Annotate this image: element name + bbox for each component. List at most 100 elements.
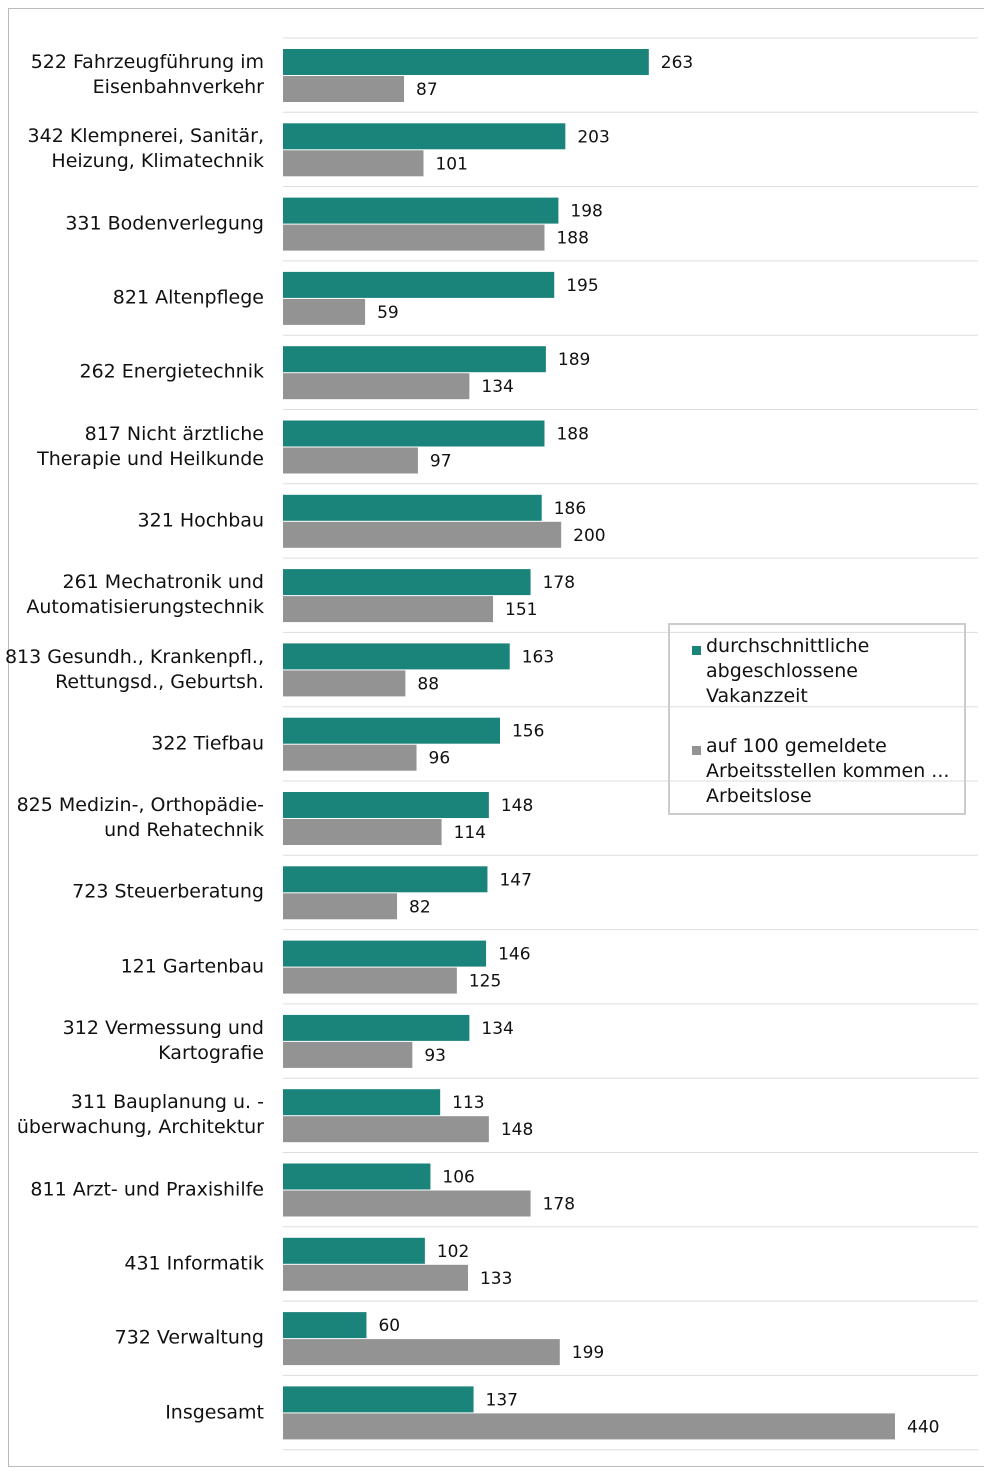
bar	[283, 447, 418, 474]
category-label: 312 Vermessung und Kartografie	[62, 1017, 264, 1065]
value-label: 114	[454, 823, 486, 843]
bar	[283, 596, 494, 623]
category-label: 825 Medizin-, Orthopädie- und Rehatechni…	[16, 794, 264, 842]
value-label: 101	[435, 154, 467, 174]
bar	[283, 670, 406, 697]
value-label: 263	[661, 53, 693, 73]
bar	[283, 744, 417, 771]
value-label: 113	[452, 1093, 484, 1113]
bar	[283, 792, 489, 818]
value-label: 60	[378, 1316, 400, 1336]
value-label: 97	[430, 452, 452, 472]
value-label: 200	[573, 526, 605, 546]
bar	[283, 717, 500, 744]
category-label: 121 Gartenbau	[120, 955, 264, 978]
value-label: 125	[469, 972, 501, 992]
bar	[283, 298, 366, 325]
bar	[283, 967, 457, 994]
value-label: 87	[416, 80, 438, 100]
bar	[283, 1089, 441, 1116]
category-label: 261 Mechatronik und Automatisierungstech…	[26, 571, 264, 619]
value-label: 440	[907, 1417, 939, 1437]
value-label: 88	[417, 674, 439, 694]
legend-label: auf 100 gemeldete Arbeitsstellen kommen …	[706, 735, 950, 807]
category-label: 813 Gesundh., Krankenpfl., Rettungsd., G…	[4, 645, 264, 693]
category-label: 723 Steuerberatung	[72, 880, 264, 903]
bar	[283, 76, 405, 102]
bar	[283, 643, 510, 670]
bar	[283, 866, 488, 893]
category-label: 732 Verwaltung	[114, 1326, 264, 1349]
value-label: 151	[505, 600, 537, 620]
bar	[283, 150, 424, 177]
value-label: 189	[558, 350, 590, 370]
value-label: 186	[554, 499, 586, 519]
value-label: 195	[566, 276, 598, 296]
legend: durchschnittliche abgeschlossene Vakanzz…	[668, 623, 966, 815]
bar	[283, 494, 542, 521]
bar	[283, 373, 470, 400]
value-label: 147	[499, 870, 531, 890]
category-label: 817 Nicht ärztliche Therapie und Heilkun…	[37, 422, 264, 470]
value-label: 156	[512, 722, 544, 742]
value-label: 93	[424, 1046, 446, 1066]
bar	[283, 1264, 468, 1291]
value-label: 96	[429, 749, 451, 769]
bar	[283, 940, 487, 967]
value-label: 188	[556, 425, 588, 445]
value-label: 178	[543, 1195, 575, 1215]
bar	[283, 1339, 560, 1366]
value-label: 59	[377, 303, 399, 323]
bar	[283, 49, 649, 75]
bar	[283, 1312, 367, 1339]
value-label: 163	[522, 647, 554, 667]
bar	[283, 1237, 425, 1264]
category-label: 522 Fahrzeugführung im Eisenbahnverkehr	[30, 51, 264, 99]
category-label: 311 Bauplanung u. - überwachung, Archite…	[16, 1091, 264, 1139]
category-label: 821 Altenpflege	[112, 286, 264, 309]
value-label: 134	[481, 377, 513, 397]
bar	[283, 224, 545, 251]
value-label: 82	[409, 897, 431, 917]
category-label: 331 Bodenverlegung	[65, 212, 264, 235]
category-label: Insgesamt	[165, 1401, 264, 1424]
bar	[283, 1014, 470, 1041]
legend-swatch	[692, 746, 701, 755]
category-label: 811 Arzt- und Praxishilfe	[30, 1178, 264, 1201]
category-label: 322 Tiefbau	[151, 732, 264, 755]
bar	[283, 197, 559, 224]
frame	[8, 8, 984, 1467]
value-label: 102	[437, 1242, 469, 1262]
value-label: 134	[481, 1019, 513, 1039]
value-label: 198	[570, 202, 602, 222]
value-label: 137	[486, 1390, 518, 1410]
category-label: 321 Hochbau	[137, 509, 264, 532]
bar	[283, 569, 531, 596]
bar	[283, 271, 555, 298]
legend-swatch	[692, 646, 701, 655]
category-label: 342 Klempnerei, Sanitär, Heizung, Klimat…	[27, 125, 264, 173]
category-label: 431 Informatik	[124, 1252, 264, 1275]
value-label: 203	[577, 127, 609, 147]
legend-label: durchschnittliche abgeschlossene Vakanzz…	[706, 635, 870, 707]
value-label: 199	[572, 1343, 604, 1363]
bar	[283, 1190, 531, 1217]
value-label: 146	[498, 945, 530, 965]
bar	[283, 1163, 431, 1190]
bar	[283, 521, 562, 548]
bar	[283, 1413, 895, 1440]
bar	[283, 819, 442, 845]
bar	[283, 893, 398, 920]
bar	[283, 1041, 413, 1068]
bar	[283, 346, 546, 373]
value-label: 178	[543, 573, 575, 593]
bar	[283, 1386, 474, 1413]
value-label: 106	[442, 1168, 474, 1188]
bar	[283, 1116, 489, 1143]
value-label: 148	[501, 1120, 533, 1140]
bar	[283, 420, 545, 447]
value-label: 188	[556, 229, 588, 249]
bar	[283, 123, 566, 150]
